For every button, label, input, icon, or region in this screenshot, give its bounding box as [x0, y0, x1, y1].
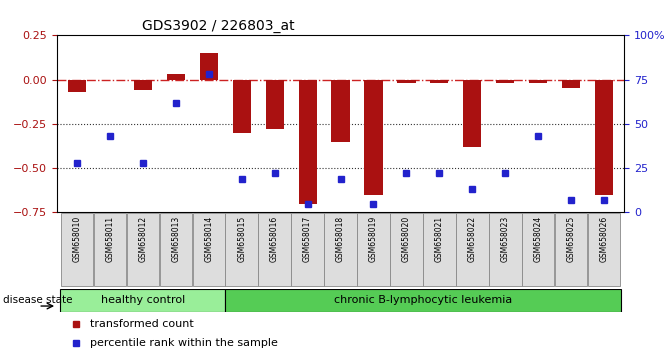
- Text: GSM658013: GSM658013: [171, 216, 180, 262]
- Text: disease state: disease state: [3, 295, 73, 305]
- Bar: [199, 53, 217, 80]
- Text: GSM658023: GSM658023: [501, 216, 510, 262]
- FancyBboxPatch shape: [94, 213, 126, 286]
- FancyBboxPatch shape: [225, 213, 258, 286]
- Text: healthy control: healthy control: [101, 295, 185, 305]
- Bar: [299, 80, 317, 204]
- FancyBboxPatch shape: [358, 213, 390, 286]
- FancyBboxPatch shape: [60, 289, 225, 312]
- FancyBboxPatch shape: [160, 213, 192, 286]
- Bar: [266, 80, 284, 129]
- Text: GSM658024: GSM658024: [534, 216, 543, 262]
- Text: GSM658026: GSM658026: [600, 216, 609, 262]
- Bar: [497, 80, 515, 83]
- Text: GDS3902 / 226803_at: GDS3902 / 226803_at: [142, 19, 295, 33]
- Bar: [166, 74, 185, 80]
- Bar: [464, 80, 482, 147]
- FancyBboxPatch shape: [193, 213, 225, 286]
- Text: GSM658022: GSM658022: [468, 216, 477, 262]
- FancyBboxPatch shape: [555, 213, 587, 286]
- Bar: [134, 80, 152, 90]
- Text: GSM658014: GSM658014: [204, 216, 213, 262]
- Text: GSM658015: GSM658015: [237, 216, 246, 262]
- Bar: [562, 80, 580, 88]
- Bar: [364, 80, 382, 195]
- Text: chronic B-lymphocytic leukemia: chronic B-lymphocytic leukemia: [333, 295, 512, 305]
- Text: GSM658011: GSM658011: [105, 216, 114, 262]
- Bar: [331, 80, 350, 142]
- Text: GSM658012: GSM658012: [138, 216, 147, 262]
- Text: GSM658010: GSM658010: [72, 216, 81, 262]
- FancyBboxPatch shape: [456, 213, 488, 286]
- Bar: [529, 80, 548, 83]
- Text: GSM658016: GSM658016: [270, 216, 279, 262]
- FancyBboxPatch shape: [127, 213, 159, 286]
- Text: GSM658019: GSM658019: [369, 216, 378, 262]
- Bar: [430, 80, 448, 83]
- FancyBboxPatch shape: [522, 213, 554, 286]
- Text: GSM658020: GSM658020: [402, 216, 411, 262]
- FancyBboxPatch shape: [60, 213, 93, 286]
- Text: percentile rank within the sample: percentile rank within the sample: [90, 338, 278, 348]
- Bar: [68, 80, 86, 92]
- Text: GSM658021: GSM658021: [435, 216, 444, 262]
- Bar: [397, 80, 415, 83]
- Bar: [595, 80, 613, 195]
- FancyBboxPatch shape: [225, 289, 621, 312]
- FancyBboxPatch shape: [489, 213, 521, 286]
- Text: GSM658018: GSM658018: [336, 216, 345, 262]
- FancyBboxPatch shape: [324, 213, 357, 286]
- Text: transformed count: transformed count: [90, 319, 193, 329]
- FancyBboxPatch shape: [588, 213, 621, 286]
- Text: GSM658017: GSM658017: [303, 216, 312, 262]
- FancyBboxPatch shape: [423, 213, 456, 286]
- FancyBboxPatch shape: [391, 213, 423, 286]
- Text: GSM658025: GSM658025: [567, 216, 576, 262]
- Bar: [233, 80, 251, 133]
- FancyBboxPatch shape: [258, 213, 291, 286]
- FancyBboxPatch shape: [291, 213, 323, 286]
